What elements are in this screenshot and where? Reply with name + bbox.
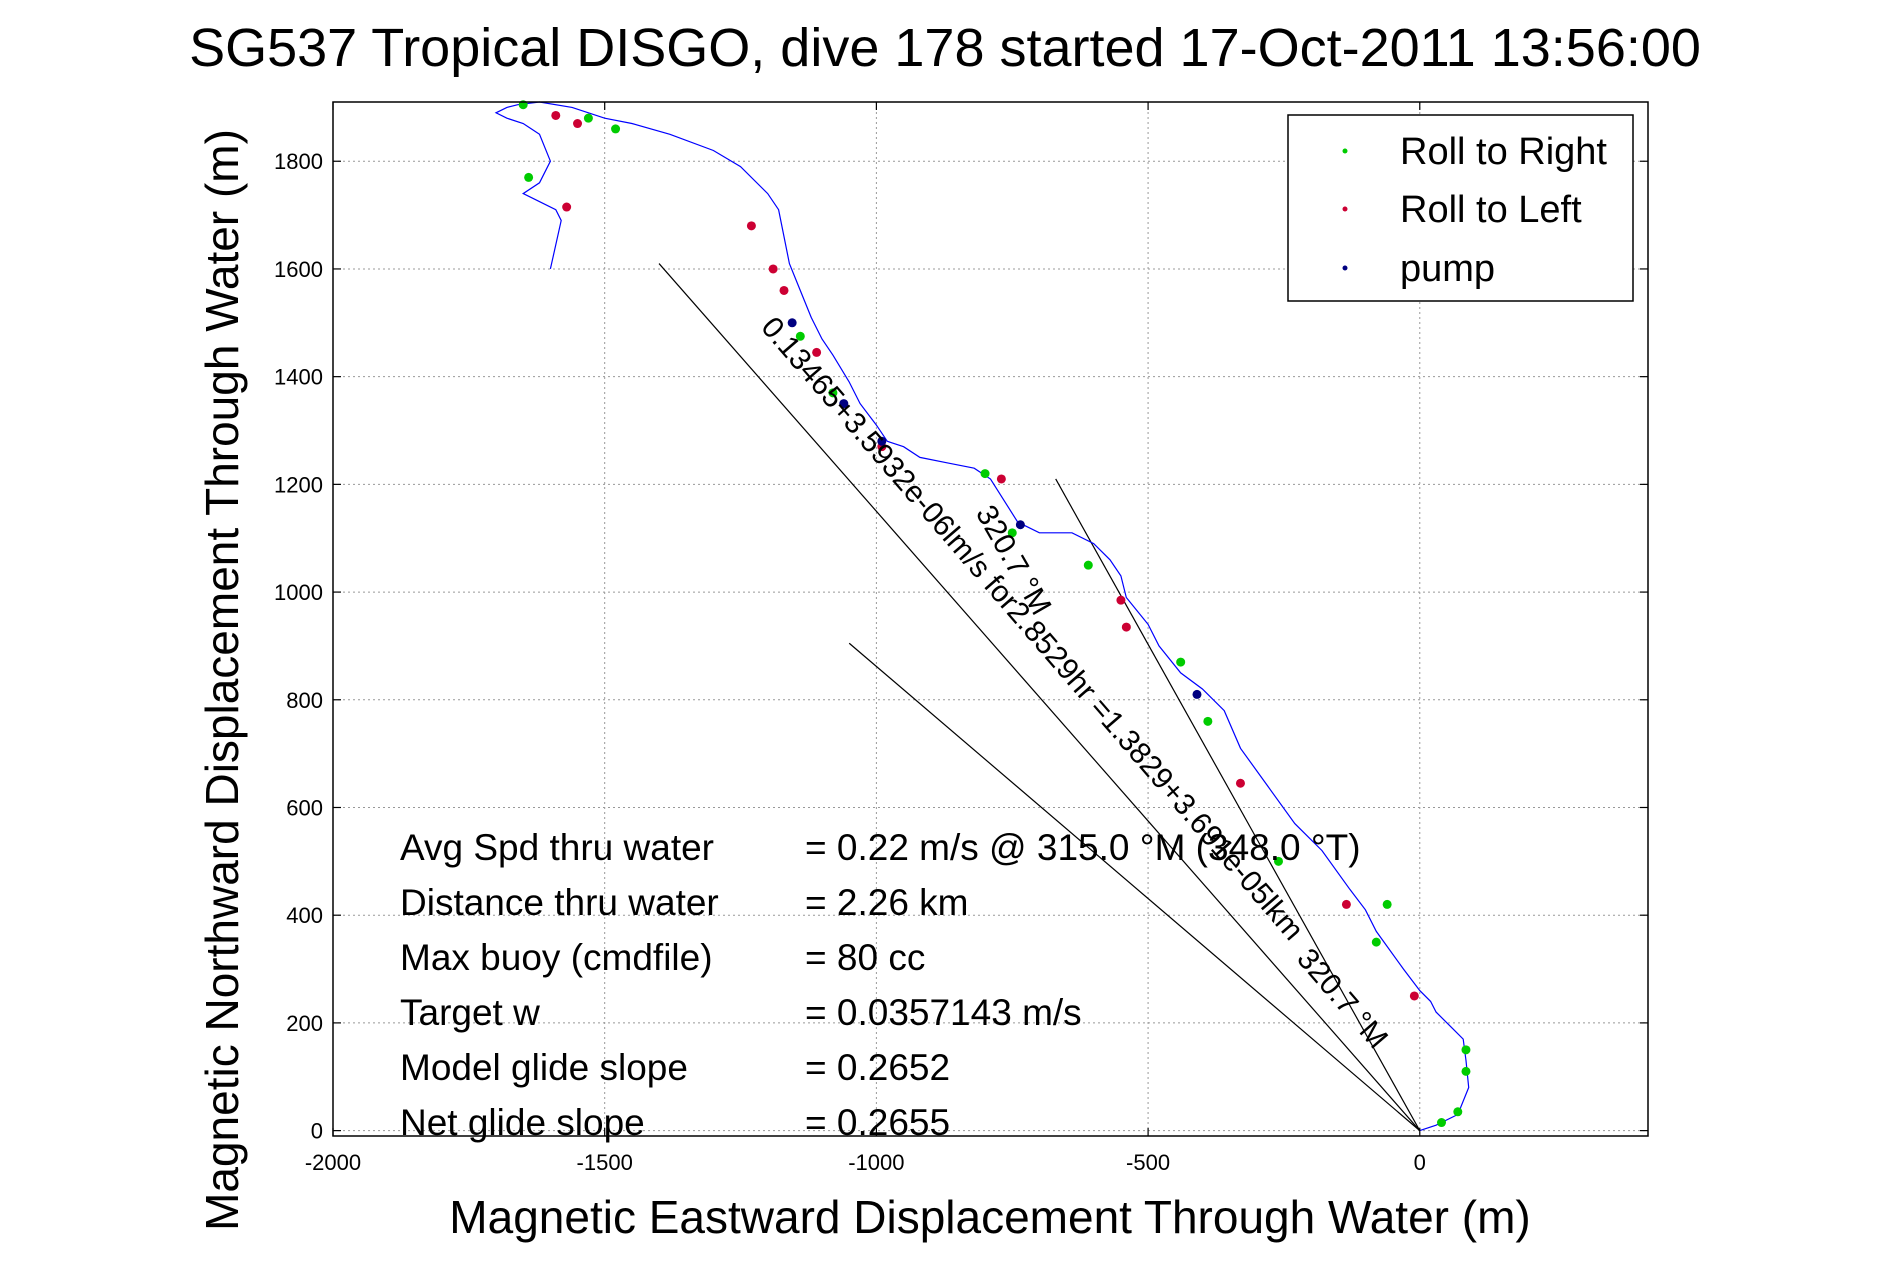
marker-roll-to-right <box>1007 528 1017 538</box>
x-tick-label: -1500 <box>577 1150 633 1175</box>
marker-roll-to-right <box>795 331 805 341</box>
legend-marker-roll-left <box>1342 206 1348 212</box>
stat-value-3: = 0.0357143 m/s <box>805 992 1082 1033</box>
stat-value-4: = 0.2652 <box>805 1047 950 1088</box>
legend-label-roll-left: Roll to Left <box>1400 189 1582 231</box>
x-tick-label: -2000 <box>305 1150 361 1175</box>
marker-roll-to-left <box>1409 991 1419 1001</box>
marker-roll-to-left <box>746 221 756 231</box>
marker-roll-to-right <box>980 469 990 479</box>
marker-roll-to-left <box>812 347 822 357</box>
track-layer <box>494 101 1470 1132</box>
fit-line-3 <box>658 263 1421 1132</box>
y-tick-label: 1200 <box>274 472 323 497</box>
y-tick-label: 400 <box>286 903 323 928</box>
stat-value-1: = 2.26 km <box>805 882 969 923</box>
marker-roll-to-left <box>996 474 1006 484</box>
y-axis-label: Magnetic Northward Displacement Through … <box>196 129 248 1231</box>
x-tick-label: -500 <box>1126 1150 1170 1175</box>
stat-label-1: Distance thru water <box>400 882 719 923</box>
marker-roll-to-right <box>1461 1066 1471 1076</box>
marker-roll-to-right <box>828 388 838 398</box>
y-tick-label: 1400 <box>274 365 323 390</box>
axes-box <box>332 101 1649 1137</box>
marker-roll-to-right <box>1273 856 1283 866</box>
legend-marker-pump <box>1342 265 1348 271</box>
stat-label-0: Avg Spd thru water <box>400 827 714 868</box>
marker-roll-to-right <box>1371 937 1381 947</box>
stats-block: Avg Spd thru water = 0.22 m/s @ 315.0 °M… <box>400 827 1361 1143</box>
track-line <box>494 101 1470 1132</box>
tick-labels: -2000 -1500 -1000 -500 0 0 200 400 600 800 1000 120… <box>274 102 1648 1175</box>
marker-roll-to-left <box>1116 595 1126 605</box>
marker-roll-to-left <box>1121 622 1131 632</box>
y-tick-label: 600 <box>286 795 323 820</box>
marker-roll-to-right <box>1176 657 1186 667</box>
marker-layer <box>518 100 1471 1128</box>
marker-pump <box>877 436 887 446</box>
y-tick-label: 1000 <box>274 580 323 605</box>
legend: Roll to Right Roll to Left pump <box>1287 114 1634 302</box>
fit-line-1 <box>1055 478 1421 1131</box>
marker-roll-to-left <box>573 119 583 129</box>
marker-roll-to-right <box>583 113 593 123</box>
chart-title: SG537 Tropical DISGO, dive 178 started 1… <box>189 18 1701 78</box>
marker-roll-to-right <box>1083 560 1093 570</box>
stat-label-2: Max buoy (cmdfile) <box>400 937 713 978</box>
marker-pump <box>1192 689 1202 699</box>
marker-pump <box>839 399 849 409</box>
stat-label-3: Target w <box>400 992 540 1033</box>
y-tick-label: 1800 <box>274 149 323 174</box>
x-tick-label: -1000 <box>848 1150 904 1175</box>
y-tick-label: 800 <box>286 688 323 713</box>
marker-pump <box>1015 520 1025 530</box>
stat-value-2: = 80 cc <box>805 937 925 978</box>
legend-label-pump: pump <box>1400 248 1495 290</box>
marker-pump <box>787 318 797 328</box>
marker-roll-to-left <box>779 285 789 295</box>
marker-roll-to-right <box>1461 1045 1471 1055</box>
marker-roll-to-left <box>1341 899 1351 909</box>
marker-roll-to-left <box>562 202 572 212</box>
marker-roll-to-right <box>1437 1118 1447 1128</box>
legend-label-roll-right: Roll to Right <box>1400 131 1607 173</box>
marker-roll-to-right <box>1453 1107 1463 1117</box>
legend-marker-roll-right <box>1342 148 1348 154</box>
marker-roll-to-left <box>551 110 561 120</box>
stat-label-4: Model glide slope <box>400 1047 688 1088</box>
y-tick-label: 200 <box>286 1011 323 1036</box>
marker-roll-to-right <box>1203 716 1213 726</box>
stat-label-5: Net glide slope <box>400 1102 645 1143</box>
stat-value-5: = 0.2655 <box>805 1102 950 1143</box>
marker-roll-to-right <box>1382 899 1392 909</box>
stat-value-0: = 0.22 m/s @ 315.0 °M (348.0 °T) <box>805 827 1361 868</box>
marker-roll-to-left <box>768 264 778 274</box>
y-tick-label: 1600 <box>274 257 323 282</box>
fit-line-2 <box>848 642 1421 1132</box>
marker-roll-to-left <box>1235 778 1245 788</box>
x-tick-label: 0 <box>1414 1150 1426 1175</box>
marker-roll-to-right <box>524 172 534 182</box>
x-axis-label: Magnetic Eastward Displacement Through W… <box>449 1191 1530 1243</box>
marker-roll-to-right <box>611 124 621 134</box>
fit-lines <box>658 263 1421 1132</box>
y-tick-label: 0 <box>311 1119 323 1144</box>
